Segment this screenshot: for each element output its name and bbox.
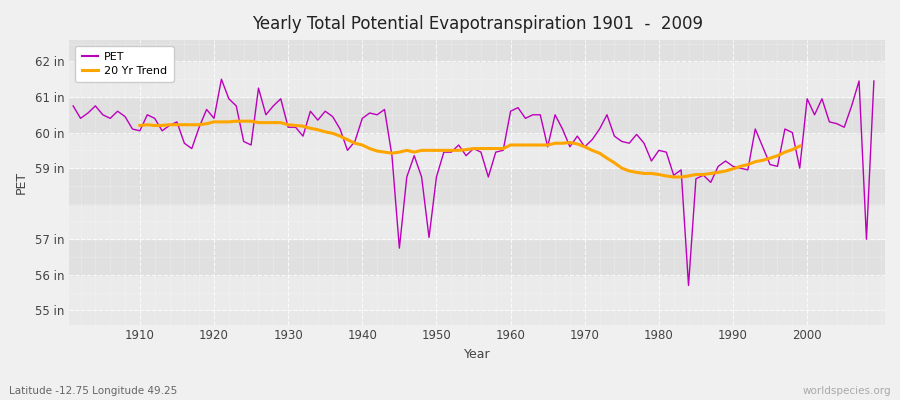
Legend: PET, 20 Yr Trend: PET, 20 Yr Trend	[75, 46, 174, 82]
Bar	[69, 239, 885, 275]
Bar	[69, 168, 885, 204]
X-axis label: Year: Year	[464, 348, 490, 361]
Bar	[69, 26, 885, 62]
Bar	[69, 132, 885, 168]
Text: worldspecies.org: worldspecies.org	[803, 386, 891, 396]
Title: Yearly Total Potential Evapotranspiration 1901  -  2009: Yearly Total Potential Evapotranspiratio…	[252, 15, 703, 33]
Bar	[69, 62, 885, 97]
Bar	[69, 204, 885, 239]
Bar	[69, 275, 885, 310]
Text: Latitude -12.75 Longitude 49.25: Latitude -12.75 Longitude 49.25	[9, 386, 177, 396]
Y-axis label: PET: PET	[15, 171, 28, 194]
Bar	[69, 97, 885, 132]
